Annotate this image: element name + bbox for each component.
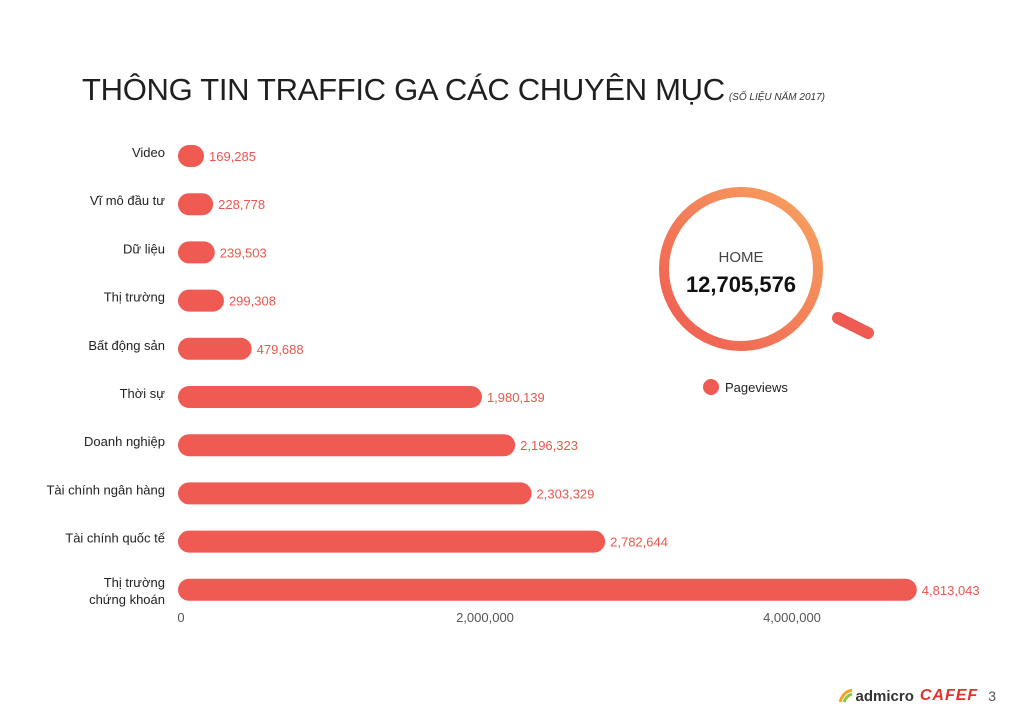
- category-label: Doanh nghiệp: [84, 434, 165, 449]
- home-magnifier: HOME 12,705,576: [659, 187, 874, 351]
- bar-value-label: 1,980,139: [487, 390, 545, 405]
- category-label: Tài chính ngân hàng: [46, 482, 165, 497]
- category-label: Thị trường chứng khoán: [89, 575, 165, 607]
- bar: [178, 386, 482, 408]
- home-label: HOME: [719, 249, 764, 266]
- admicro-text: admicro: [855, 687, 914, 705]
- bar: [178, 578, 917, 601]
- x-axis: 0 2,000,000 4,000,000: [177, 610, 821, 625]
- x-tick-label: 0: [177, 610, 184, 625]
- bar-value-label: 299,308: [229, 294, 276, 309]
- page-title: THÔNG TIN TRAFFIC GA CÁC CHUYÊN MỤC (SỐ L…: [82, 72, 825, 108]
- category-label: Tài chính quốc tế: [65, 531, 165, 546]
- bar-value-label: 169,285: [209, 149, 256, 164]
- bar-value-label: 239,503: [220, 245, 267, 260]
- x-tick-label: 2,000,000: [456, 610, 514, 625]
- legend-label: Pageviews: [725, 380, 788, 395]
- bar: [178, 193, 214, 216]
- x-tick-label: 4,000,000: [763, 610, 821, 625]
- bar: [178, 145, 204, 167]
- legend: Pageviews: [703, 379, 788, 395]
- bar-value-label: 2,303,329: [537, 486, 595, 501]
- home-value: 12,705,576: [686, 272, 796, 297]
- bar: [178, 337, 252, 360]
- bar: [178, 434, 516, 457]
- bar-value-label: 228,778: [218, 197, 265, 212]
- admicro-logo: admicro: [838, 687, 914, 705]
- legend-swatch: [703, 379, 719, 395]
- cafef-logo: CAFEF: [919, 687, 979, 704]
- admicro-mark-icon: [838, 689, 853, 703]
- category-label: Thời sự: [120, 386, 166, 401]
- page-number: 3: [988, 688, 996, 704]
- footer-brand: admicro CAFEF 3: [838, 687, 996, 705]
- home-ring: [659, 187, 823, 351]
- bars-group: 169,285 Video 228,778 Vĩ mô đầu tư 239,503 Dữ…: [46, 145, 980, 607]
- category-label: Video: [132, 145, 165, 160]
- category-label: Bất động sản: [88, 338, 165, 353]
- bar-value-label: 2,196,323: [520, 438, 578, 453]
- bar-value-label: 4,813,043: [922, 583, 980, 598]
- bar: [178, 530, 606, 553]
- bar: [178, 482, 532, 505]
- bar-value-label: 2,782,644: [610, 535, 668, 550]
- category-label: Vĩ mô đầu tư: [90, 193, 165, 208]
- category-label: Dữ liệu: [123, 241, 165, 256]
- title-subtitle: (SỐ LIỆU NĂM 2017): [728, 92, 825, 103]
- bar: [178, 289, 224, 312]
- title-text: THÔNG TIN TRAFFIC GA CÁC CHUYÊN MỤC: [82, 72, 725, 107]
- category-label: Thị trường: [104, 290, 165, 305]
- bar: [178, 241, 215, 264]
- bar-value-label: 479,688: [257, 342, 304, 357]
- magnifier-handle: [832, 312, 874, 339]
